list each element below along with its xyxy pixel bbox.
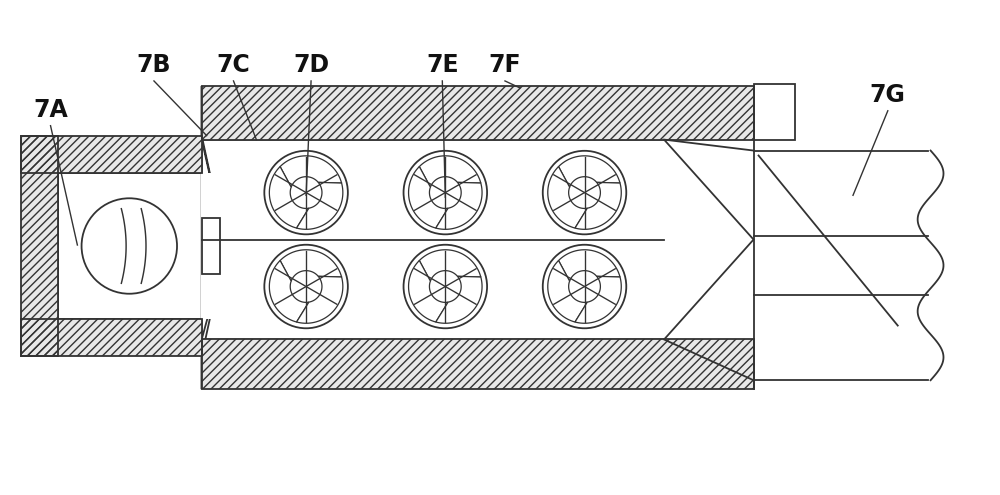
- Polygon shape: [548, 167, 587, 228]
- Bar: [58, 173, 202, 319]
- Polygon shape: [436, 182, 482, 229]
- Text: 7B: 7B: [137, 53, 171, 77]
- Polygon shape: [575, 276, 621, 323]
- Bar: [202, 86, 754, 140]
- Bar: [202, 86, 754, 140]
- Text: 7E: 7E: [426, 53, 459, 77]
- Bar: [21, 136, 202, 173]
- Circle shape: [264, 245, 348, 328]
- Bar: [754, 84, 795, 140]
- Circle shape: [404, 245, 487, 328]
- Bar: [21, 136, 202, 173]
- Circle shape: [543, 151, 626, 234]
- Polygon shape: [436, 276, 482, 323]
- Polygon shape: [559, 250, 620, 281]
- Polygon shape: [269, 167, 309, 228]
- Polygon shape: [548, 260, 587, 322]
- Circle shape: [82, 198, 177, 294]
- Polygon shape: [419, 156, 481, 187]
- Bar: [21, 136, 202, 173]
- Bar: [201, 173, 231, 319]
- Polygon shape: [202, 140, 754, 340]
- Text: 7A: 7A: [33, 98, 68, 122]
- Bar: [21, 319, 202, 356]
- Text: 7D: 7D: [293, 53, 329, 77]
- Polygon shape: [202, 86, 220, 218]
- Polygon shape: [202, 274, 220, 389]
- Bar: [202, 340, 754, 389]
- Bar: [202, 340, 754, 389]
- Polygon shape: [269, 260, 309, 322]
- Polygon shape: [575, 182, 621, 229]
- Circle shape: [543, 245, 626, 328]
- Bar: [21, 136, 58, 356]
- Polygon shape: [297, 182, 343, 229]
- Polygon shape: [419, 250, 481, 281]
- Text: 7G: 7G: [870, 83, 906, 107]
- Bar: [21, 136, 58, 356]
- Bar: [21, 136, 58, 356]
- Bar: [202, 340, 754, 389]
- Text: 7F: 7F: [489, 53, 521, 77]
- Circle shape: [264, 151, 348, 234]
- Bar: [202, 218, 220, 274]
- Polygon shape: [409, 260, 448, 322]
- Polygon shape: [297, 276, 343, 323]
- Polygon shape: [280, 250, 342, 281]
- Polygon shape: [409, 167, 448, 228]
- Bar: [21, 319, 202, 356]
- Bar: [21, 319, 202, 356]
- Polygon shape: [559, 156, 620, 187]
- Bar: [202, 86, 754, 140]
- Text: 7C: 7C: [217, 53, 250, 77]
- Circle shape: [404, 151, 487, 234]
- Polygon shape: [280, 156, 342, 187]
